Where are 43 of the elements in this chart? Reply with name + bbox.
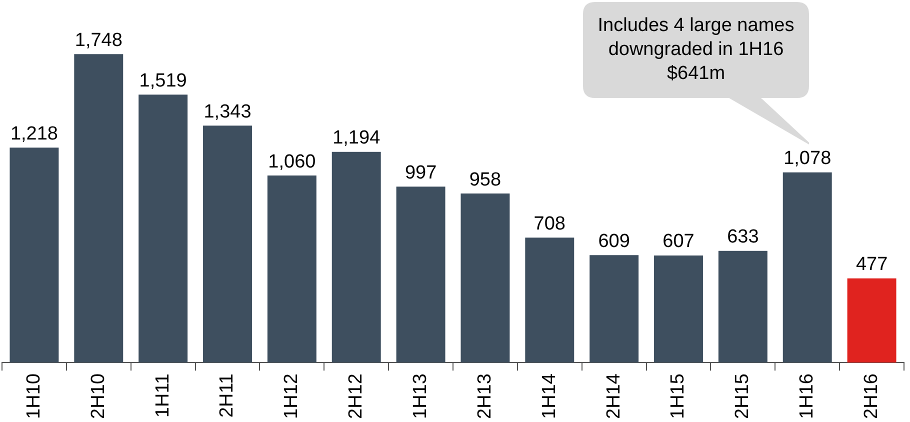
data-label: 708 (534, 213, 566, 234)
data-label: 1,218 (10, 123, 58, 144)
x-tick-label: 1H16 (796, 374, 818, 419)
bar (332, 152, 381, 363)
data-label: 477 (856, 254, 888, 276)
data-label: 607 (662, 231, 694, 252)
x-tick-label: 2H16 (861, 374, 882, 419)
x-tick-label: 1H15 (668, 374, 689, 419)
x-tick-label: 2H13 (474, 374, 496, 419)
x-tick-label: 2H11 (216, 374, 238, 418)
bar (267, 176, 316, 363)
bar (654, 255, 703, 363)
x-tick-label: 2H10 (88, 374, 109, 419)
bar (525, 238, 574, 363)
x-tick-label: 2H15 (732, 374, 754, 419)
x-tick-label: 1H10 (23, 374, 44, 419)
data-label: 633 (727, 226, 759, 248)
x-tick-label: 1H11 (152, 374, 174, 418)
x-tick-label: 1H14 (538, 373, 560, 419)
data-label: 997 (404, 162, 437, 184)
bar (590, 255, 639, 363)
bar (10, 148, 59, 363)
bar (396, 186, 446, 363)
bar (74, 54, 124, 363)
bar (782, 172, 832, 363)
annotation: Includes 4 large names downgraded in 1H16 $641m (596, 14, 796, 86)
data-label: 1,343 (204, 101, 252, 122)
data-label: 1,194 (332, 128, 381, 149)
x-tick-label: 2H12 (346, 374, 367, 419)
bar (460, 194, 510, 363)
data-label: 1,060 (268, 151, 316, 172)
data-label: 1,748 (74, 30, 122, 51)
x-tick-label: 1H13 (410, 374, 432, 419)
bar (138, 94, 188, 363)
bar (847, 278, 896, 363)
data-label: 609 (598, 230, 630, 252)
bar (203, 126, 252, 363)
data-label: 958 (469, 169, 502, 190)
data-label: 1,078 (784, 148, 832, 170)
data-label: 1,519 (139, 70, 187, 92)
bar (718, 250, 768, 363)
x-tick-label: 1H12 (281, 374, 302, 419)
x-tick-label: 2H14 (603, 373, 624, 419)
